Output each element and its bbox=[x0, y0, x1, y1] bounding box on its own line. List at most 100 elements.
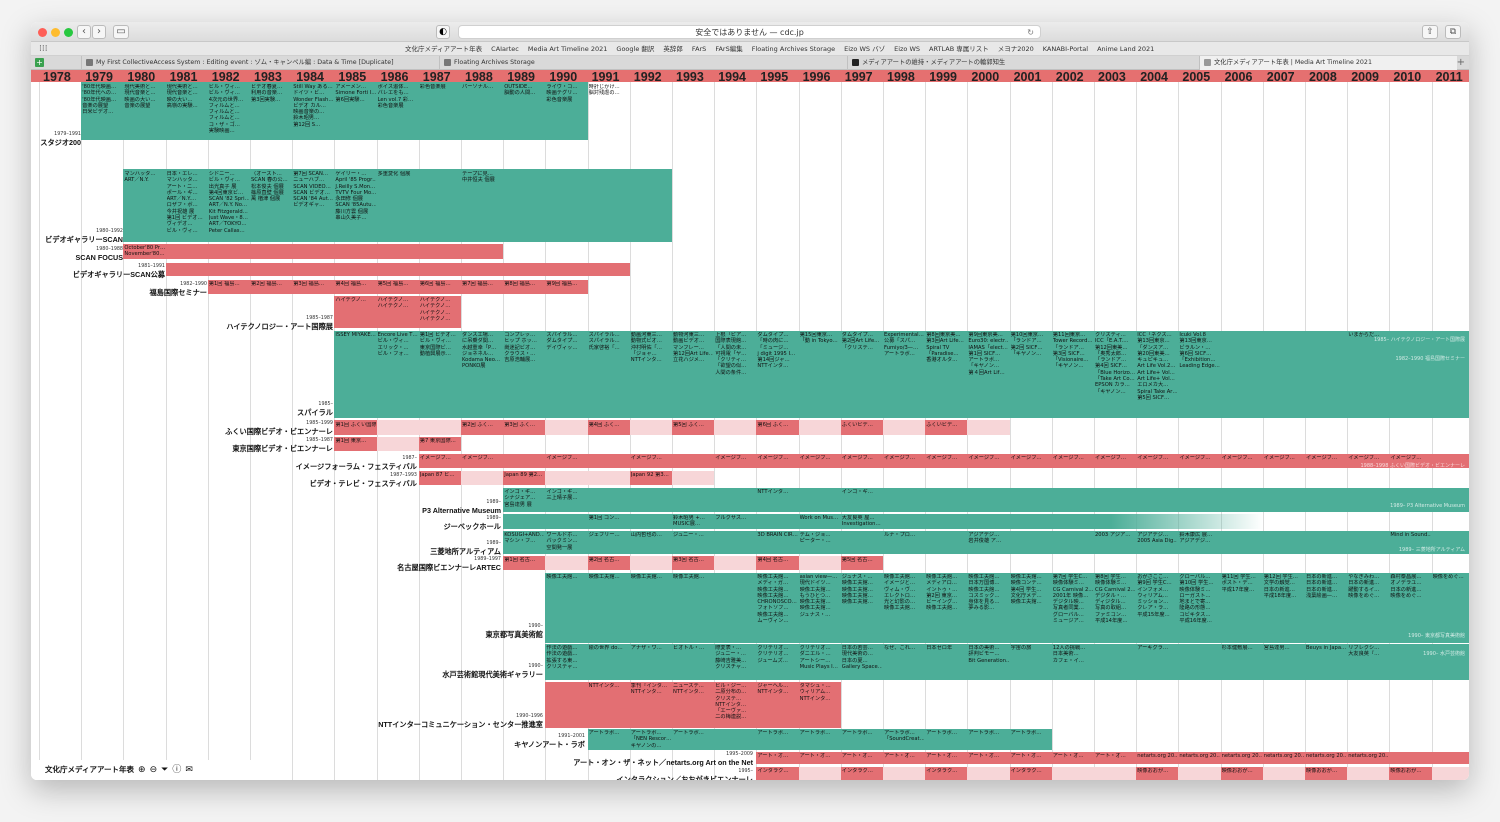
event-cell[interactable]: 彩色音楽展 bbox=[419, 84, 446, 90]
year-label[interactable]: 1981 bbox=[169, 70, 198, 84]
row-label[interactable]: ビデオ・テレビ・フェスティバル bbox=[309, 479, 417, 488]
event-cell[interactable]: イメージフ… bbox=[1306, 455, 1338, 461]
year-label[interactable]: 2003 bbox=[1098, 70, 1126, 84]
event-cell[interactable]: 第9回東京美… Euro30: electr… IAMAS「elect… 第1回… bbox=[968, 332, 1009, 376]
event-cell[interactable]: 第1回 コン… bbox=[588, 515, 620, 521]
event-cell[interactable]: 2003 アジア… bbox=[1095, 532, 1131, 538]
bar-vtf-year[interactable] bbox=[418, 471, 461, 485]
bar-art-on-the-net[interactable] bbox=[756, 752, 1469, 764]
bar-ogaki-year[interactable] bbox=[1136, 767, 1179, 780]
year-label[interactable]: 1992 bbox=[633, 70, 662, 84]
event-cell[interactable]: イメージフ… bbox=[419, 455, 451, 461]
event-cell[interactable]: 日本ゼロ年 bbox=[926, 645, 953, 651]
event-cell[interactable]: アジアデジ… 岩井俊雄 ア… bbox=[968, 532, 1002, 545]
event-cell[interactable]: アートラボ… bbox=[588, 730, 620, 736]
event-cell[interactable]: イメージフ… bbox=[546, 455, 578, 461]
event-cell[interactable]: 第1回 ビデオ… ビル・ヴィ… 東京国際ビ… 動植興展示… bbox=[419, 332, 456, 357]
bar-artec-year[interactable] bbox=[503, 556, 546, 570]
row-label[interactable]: インタラクション／おおがきビエンナーレ bbox=[616, 775, 753, 780]
event-cell[interactable]: イメージフ… bbox=[757, 455, 789, 461]
event-cell[interactable]: リフレクシ… 大友良英『… bbox=[1348, 645, 1380, 658]
bar-artec-year[interactable] bbox=[672, 556, 715, 570]
event-cell[interactable]: おがさここ… 第9回 学生C… インフォメ… ウィリアム… ミッション… クレア… bbox=[1137, 574, 1172, 618]
row-label[interactable]: 名古屋国際ビエンナーレARTEC bbox=[397, 563, 501, 572]
bar-tokyo-year[interactable] bbox=[418, 437, 461, 451]
zoom-in-icon[interactable]: ⊕ bbox=[138, 765, 146, 775]
zoom-out-icon[interactable]: ⊖ bbox=[149, 765, 158, 775]
event-cell[interactable]: asian view—… 現代ドイツ… 映像工夫館… もうひとつ… 映像工夫館…… bbox=[799, 574, 838, 618]
app-sidebar-icon[interactable]: + bbox=[35, 58, 44, 67]
event-cell[interactable]: ルナ・プロ… bbox=[884, 532, 916, 538]
event-cell[interactable]: 鈴木昭男 +… MUSIC展… bbox=[673, 515, 705, 528]
event-cell[interactable]: イメージフ… bbox=[841, 455, 873, 461]
event-cell[interactable]: アート・オ… bbox=[1010, 753, 1042, 759]
event-cell[interactable]: 第2回 ふく… bbox=[462, 422, 493, 428]
event-cell[interactable]: インタラク… bbox=[757, 768, 789, 774]
event-cell[interactable]: 映像をめぐ… bbox=[1432, 574, 1464, 580]
year-label[interactable]: 1996 bbox=[802, 70, 831, 84]
event-cell[interactable]: 3D BRAIN CIR… bbox=[757, 532, 798, 538]
favorite-link[interactable]: FArS編集 bbox=[715, 45, 743, 53]
row-label[interactable]: ビデオギャラリーSCAN bbox=[45, 235, 123, 244]
year-label[interactable]: 2010 bbox=[1393, 70, 1422, 84]
row-label[interactable]: NTTインターコミュニケーション・センター推進室 bbox=[378, 720, 543, 729]
tab-floating-archives[interactable]: Floating Archives Storage bbox=[439, 56, 847, 70]
event-cell[interactable]: Japan 87 ビ… bbox=[419, 472, 455, 478]
event-cell[interactable]: Beuys in Japa… bbox=[1306, 645, 1347, 651]
event-cell[interactable]: アート・オ… bbox=[884, 753, 915, 759]
event-cell[interactable]: クリテリオ… クリテリオ… ジュームズ… bbox=[757, 645, 789, 664]
event-cell[interactable]: ISSEY MIYAKE… bbox=[335, 332, 376, 338]
year-label[interactable]: 1979 bbox=[85, 70, 113, 84]
event-cell[interactable]: イメージフ… bbox=[1348, 455, 1380, 461]
bar-xebec-hall[interactable] bbox=[503, 514, 1263, 529]
event-cell[interactable]: 映像おおが… bbox=[1390, 768, 1422, 774]
bar-vtf-year[interactable] bbox=[503, 471, 546, 485]
event-cell[interactable]: netarts.org 20… bbox=[1348, 753, 1389, 759]
event-cell[interactable]: 鈴木康広 展… アジアデジ… bbox=[1179, 532, 1213, 545]
row-label[interactable]: 福島国際セミナー bbox=[149, 288, 207, 297]
bar-artec-year[interactable] bbox=[840, 556, 883, 570]
event-cell[interactable]: 映像工夫館… bbox=[588, 574, 620, 580]
bar-ogaki-year[interactable] bbox=[1220, 767, 1263, 780]
event-cell[interactable]: 日本の美術… 評判ビモー… Bit Generation… bbox=[968, 645, 1009, 664]
share-icon[interactable]: ⇧ bbox=[1422, 25, 1438, 39]
info-icon[interactable]: ⓘ bbox=[172, 765, 182, 775]
event-cell[interactable]: イメージフ… bbox=[1010, 455, 1042, 461]
address-bar[interactable]: 安全ではありません — cdc.jp ↻ bbox=[458, 25, 1041, 39]
event-cell[interactable]: Mind in Sound… bbox=[1390, 532, 1431, 538]
year-label[interactable]: 2007 bbox=[1266, 70, 1295, 84]
event-cell[interactable]: なぜ、これ… bbox=[884, 645, 916, 651]
bar-mito-art-tower[interactable] bbox=[545, 644, 1469, 680]
event-cell[interactable]: イメージフ… bbox=[1095, 455, 1127, 461]
bar-spiral[interactable] bbox=[334, 331, 1469, 418]
back-button[interactable]: ‹ bbox=[77, 25, 91, 39]
event-cell[interactable]: アナザ・ワ… bbox=[630, 645, 662, 651]
event-cell[interactable]: シドニー… ビル・ヴィ… 出光真子 展 第4回東京ビ… SCAN '82 Spr… bbox=[208, 171, 249, 234]
bar-ogaki-year[interactable] bbox=[840, 767, 883, 780]
event-cell[interactable]: クリスティ… ICC「E.A.T.… 第12回東美… 「奥秀太郎… 「ランドア…… bbox=[1095, 332, 1136, 395]
event-cell[interactable]: アメーメン… Simone Forti I… 第6回実験… bbox=[335, 84, 375, 103]
event-cell[interactable]: イメージフ… bbox=[1221, 455, 1253, 461]
event-cell[interactable]: タマシュ・… ウィリアム… NTTインタ… bbox=[799, 683, 831, 702]
event-cell[interactable]: 第1回 福島… bbox=[208, 281, 240, 287]
bar-tokyo-year[interactable] bbox=[334, 437, 377, 451]
year-label[interactable]: 1997 bbox=[844, 70, 873, 84]
event-cell[interactable]: Work on Mus… bbox=[799, 515, 839, 521]
event-cell[interactable]: 第7回 学生C… 映像体験ミ… CG Carnival 2… 2001年 映像…… bbox=[1052, 574, 1093, 625]
bar-p3[interactable] bbox=[503, 488, 1469, 512]
bar-ogaki-year[interactable] bbox=[925, 767, 968, 780]
event-cell[interactable]: 絵の世界 do… bbox=[588, 645, 623, 651]
reload-icon[interactable]: ↻ bbox=[1027, 28, 1034, 37]
event-cell[interactable]: アート・オ… bbox=[757, 753, 789, 759]
event-cell[interactable]: （オースト… SCAN 春の公… 松本俊夫 個展 篠原直壁 個展 萬 楢津 個展 bbox=[251, 171, 288, 203]
bar-tokyo-photo-museum[interactable] bbox=[545, 573, 1469, 643]
event-cell[interactable]: 第8回 福島… bbox=[504, 281, 536, 287]
event-cell[interactable]: テープに見… 中井恒夫 個展 bbox=[462, 171, 495, 184]
event-cell[interactable]: 第7回 福島… bbox=[462, 281, 493, 287]
event-cell[interactable]: 日本の若芸… 現代美術の… 日本の夏… Gallery Space… bbox=[841, 645, 882, 670]
event-cell[interactable]: ダムタイプ… 「時の肉に… 「ミュージ… j digit 1995 I… 第14… bbox=[757, 332, 796, 370]
bar-artec-year[interactable] bbox=[587, 556, 630, 570]
event-cell[interactable]: 第8回 学生… 映像体験ミ… CG Carnival 2… デジタル・… ディジ… bbox=[1095, 574, 1136, 625]
favorite-link[interactable]: ARTLAB 専属リスト bbox=[929, 45, 989, 53]
bar-ogaki-year[interactable] bbox=[1009, 767, 1052, 780]
